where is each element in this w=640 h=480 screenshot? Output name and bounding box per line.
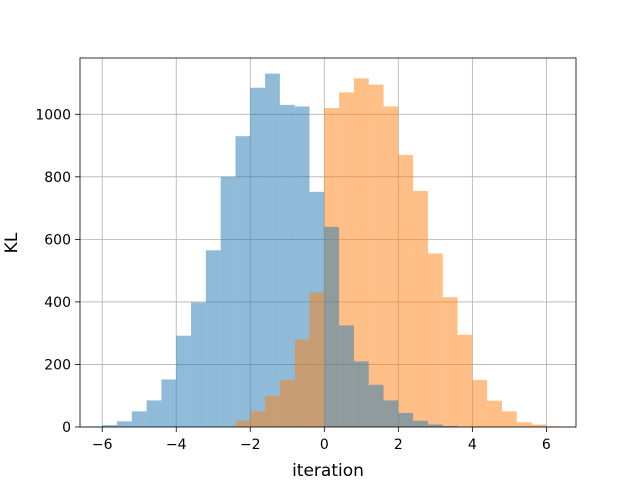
histogram-bar xyxy=(442,297,458,427)
histogram-bar xyxy=(250,411,266,427)
histogram-bar xyxy=(457,334,473,427)
histogram-bar xyxy=(235,136,251,427)
x-tick-label: −2 xyxy=(240,437,261,453)
x-axis-label: iteration xyxy=(292,461,364,480)
histogram-bars xyxy=(87,73,562,428)
histogram-bar xyxy=(339,325,354,427)
y-tick-label: 0 xyxy=(62,420,71,436)
histogram-bar xyxy=(279,104,295,428)
x-tick-label: 6 xyxy=(542,437,551,453)
y-tick-label: 800 xyxy=(44,170,71,186)
x-tick-label: 2 xyxy=(394,437,403,453)
x-tick-label: 4 xyxy=(468,437,477,453)
histogram-bar xyxy=(368,384,384,427)
histogram-bar xyxy=(146,400,162,427)
y-axis-label: KL xyxy=(2,232,22,253)
histogram-bar xyxy=(131,411,147,427)
y-tick-label: 1000 xyxy=(35,107,71,123)
y-tick-label: 200 xyxy=(44,357,71,373)
histogram-bar xyxy=(265,395,280,427)
histogram-bar xyxy=(531,424,547,427)
histogram-bar xyxy=(250,87,266,427)
histogram-bar xyxy=(279,380,295,427)
histogram-bar xyxy=(265,73,280,427)
histogram-bar xyxy=(309,292,325,427)
histogram-bar xyxy=(161,379,177,427)
histogram-bar xyxy=(383,400,399,427)
histogram-bar xyxy=(398,412,414,427)
histogram-bar xyxy=(427,424,443,427)
x-tick-label: 0 xyxy=(320,437,329,453)
histogram-bar xyxy=(117,421,132,427)
y-tick-label: 400 xyxy=(44,295,71,311)
histogram-bar xyxy=(413,420,428,427)
histogram-bar xyxy=(442,426,458,427)
histogram-bar xyxy=(368,84,384,427)
histogram-bar xyxy=(353,361,369,427)
histogram-bar xyxy=(472,380,488,427)
histogram-bar xyxy=(235,420,251,427)
histogram-bar xyxy=(487,400,502,427)
histogram-bar xyxy=(324,226,340,427)
axes-frame xyxy=(79,57,577,428)
histogram-bar xyxy=(220,176,236,427)
x-tick-label: −6 xyxy=(92,437,113,453)
histogram-bar xyxy=(413,190,428,427)
histogram-bar xyxy=(501,411,517,427)
histogram-bar xyxy=(398,154,414,427)
x-axis-ticks: −6 −4 −2 0 2 4 6 xyxy=(92,427,551,453)
histogram-bar xyxy=(427,253,443,427)
histogram-bar xyxy=(383,106,399,427)
histogram-bar xyxy=(176,335,192,427)
histogram-bar xyxy=(205,250,221,427)
histogram-bar xyxy=(353,78,369,428)
histogram-bar xyxy=(191,302,206,427)
histogram-bar xyxy=(102,425,118,427)
y-tick-label: 600 xyxy=(44,232,71,248)
y-axis-ticks: 0 200 400 600 800 1000 xyxy=(35,107,80,436)
histogram-bar xyxy=(294,339,310,427)
histogram-bar xyxy=(516,422,532,427)
x-tick-label: −4 xyxy=(166,437,187,453)
